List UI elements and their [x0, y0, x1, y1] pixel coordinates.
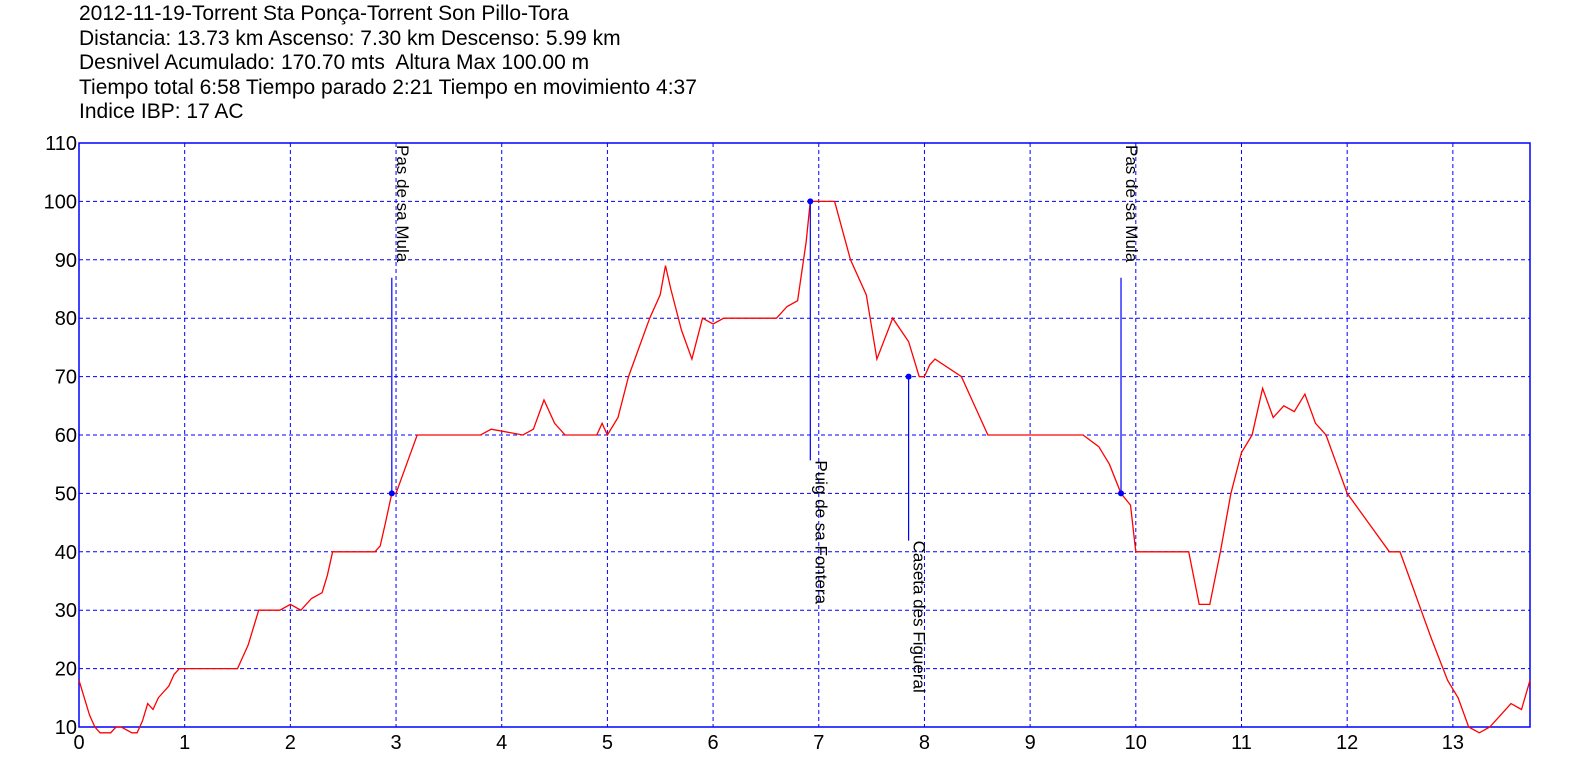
distance-stats: Distancia: 13.73 km Ascenso: 7.30 km Des… — [79, 26, 621, 50]
y-tick-label: 40 — [55, 542, 77, 564]
axis-ticks: 0 1 2 3 4 5 6 7 8 9 10 11 12 131020304050607080901001… — [44, 133, 1464, 754]
x-tick-label: 4 — [496, 732, 507, 754]
x-tick-label: 9 — [1025, 732, 1036, 754]
y-tick-label: 20 — [55, 659, 77, 681]
y-tick-label: 90 — [55, 250, 77, 272]
chart-header: 2012-11-19-Torrent Sta Ponça-Torrent Son… — [79, 2, 697, 125]
plot-frame — [78, 142, 1531, 728]
waypoint-marker: Caseta des Figueral — [905, 373, 929, 693]
y-tick-label: 10 — [55, 717, 77, 739]
chart-title: 2012-11-19-Torrent Sta Ponça-Torrent Son… — [79, 2, 569, 25]
x-tick-label: 6 — [708, 732, 719, 754]
waypoint-marker: Pas de sa Mula — [388, 145, 412, 497]
y-tick-label: 80 — [55, 308, 77, 330]
waypoint-label: Pas de sa Mula — [1122, 145, 1141, 263]
waypoint-label: Pas de sa Mula — [393, 145, 412, 263]
waypoint-dot — [388, 490, 395, 497]
x-tick-label: 5 — [602, 732, 613, 754]
elevation-stats: Desnivel Acumulado: 170.70 mts Altura Ma… — [79, 51, 590, 74]
y-tick-label: 100 — [44, 191, 77, 213]
y-tick-label: 50 — [55, 483, 77, 505]
waypoint-dot — [807, 198, 814, 205]
x-tick-label: 12 — [1336, 732, 1358, 754]
waypoint-label: Puig de sa Fontera — [811, 460, 830, 604]
x-tick-label: 1 — [179, 732, 190, 754]
ibp-index: Indice IBP: 17 AC — [79, 100, 244, 123]
x-tick-label: 0 — [73, 732, 84, 754]
time-stats: Tiempo total 6:58 Tiempo parado 2:21 Tie… — [79, 75, 697, 99]
elevation-profile-line — [78, 200, 1531, 734]
y-tick-label: 70 — [55, 367, 77, 389]
y-tick-label: 30 — [55, 600, 77, 622]
waypoint-label: Caseta des Figueral — [910, 541, 929, 693]
waypoint-dot — [1118, 490, 1125, 497]
x-tick-label: 8 — [919, 732, 930, 754]
waypoints: Pas de sa Mula Puig de sa Fontera Caseta d… — [388, 145, 1141, 693]
waypoint-marker: Pas de sa Mula — [1118, 145, 1141, 497]
x-tick-label: 3 — [390, 732, 401, 754]
y-tick-label: 110 — [45, 133, 77, 155]
x-tick-label: 13 — [1442, 732, 1464, 754]
x-tick-label: 11 — [1231, 732, 1252, 754]
x-tick-label: 10 — [1125, 732, 1147, 754]
waypoint-dot — [905, 373, 912, 380]
x-tick-label: 7 — [813, 732, 824, 754]
x-tick-label: 2 — [285, 732, 296, 754]
y-tick-label: 60 — [55, 425, 77, 447]
waypoint-marker: Puig de sa Fontera — [807, 198, 830, 605]
gridlines — [79, 143, 1530, 727]
